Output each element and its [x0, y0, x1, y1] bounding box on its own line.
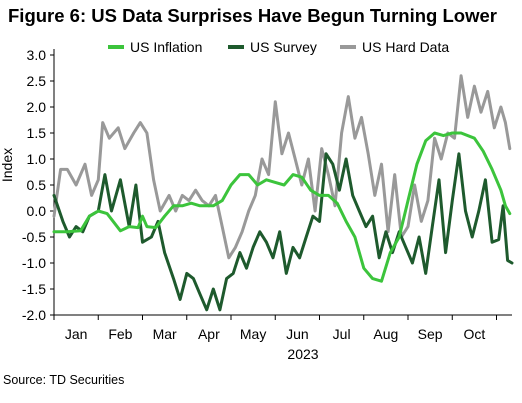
x-tick-label: Oct — [463, 326, 485, 342]
x-tick-label: May — [240, 326, 266, 342]
x-tick-label: Feb — [108, 326, 132, 342]
x-axis-label: 2023 — [287, 346, 318, 362]
y-tick-label: 1.0 — [27, 151, 47, 167]
y-tick-label: -1.5 — [22, 281, 46, 297]
y-tick-label: 3.0 — [27, 47, 47, 63]
x-tick-label: Sep — [418, 326, 443, 342]
x-tick-label: Apr — [198, 326, 220, 342]
y-tick-label: 0.5 — [27, 177, 47, 193]
source-note: Source: TD Securities — [3, 373, 125, 387]
y-axis-label: Index — [0, 148, 15, 182]
x-tick-label: Jul — [333, 326, 351, 342]
y-tick-label: 1.5 — [27, 125, 47, 141]
chart-title: Figure 6: US Data Surprises Have Begun T… — [8, 5, 497, 26]
y-tick-label: -0.5 — [22, 229, 46, 245]
x-tick-label: Jun — [286, 326, 309, 342]
series-line-us-survey — [52, 152, 514, 312]
legend-label-us-hard-data: US Hard Data — [362, 39, 449, 55]
x-tick-label: Jan — [65, 326, 88, 342]
y-tick-label: 0.0 — [27, 203, 47, 219]
series-line-us-hard-data — [52, 74, 512, 260]
y-tick-label: -1.0 — [22, 255, 46, 271]
x-tick-label: Mar — [153, 326, 177, 342]
y-tick-label: 2.0 — [27, 99, 47, 115]
y-tick-label: 2.5 — [27, 73, 47, 89]
x-tick-label: Aug — [373, 326, 398, 342]
legend-label-us-inflation: US Inflation — [130, 39, 202, 55]
y-tick-label: -2.0 — [22, 307, 46, 323]
series-line-us-inflation — [52, 131, 512, 283]
legend-label-us-survey: US Survey — [250, 39, 317, 55]
